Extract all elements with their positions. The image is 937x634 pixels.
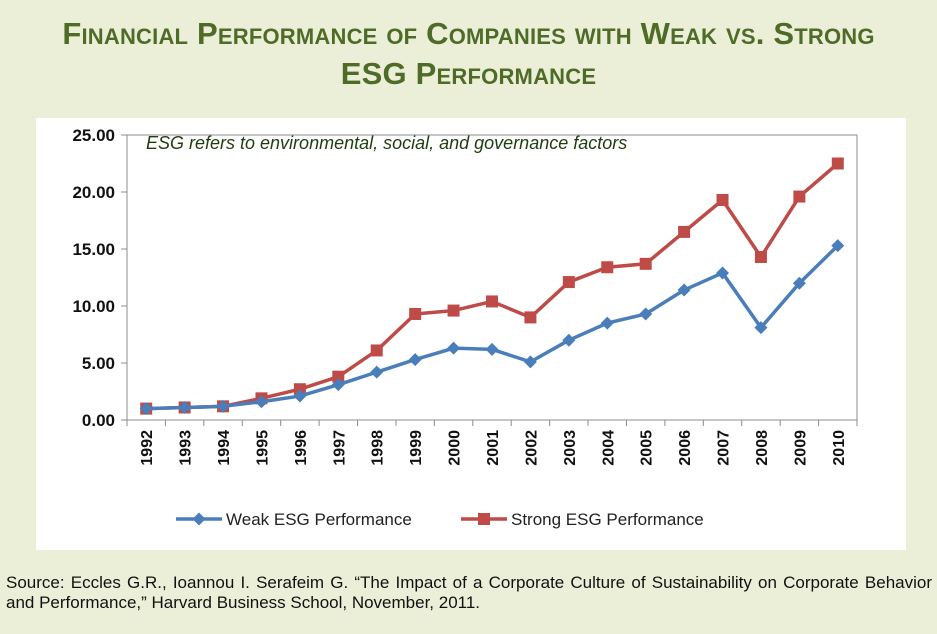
strong-data-point [447, 304, 460, 317]
weak-data-point [331, 378, 345, 392]
x-tick-label: 1992 [139, 430, 156, 466]
strong-data-point [486, 295, 498, 308]
strong-data-point [793, 190, 806, 203]
chart-title-line-2: ESG Performance [340, 56, 597, 91]
x-tick-label: 1998 [370, 430, 387, 466]
x-tick-label: 2000 [447, 430, 464, 466]
chart-annotation: ESG refers to environmental, social, and… [146, 133, 627, 153]
strong-data-point [524, 311, 537, 324]
strong-data-point [332, 370, 345, 383]
weak-data-point [447, 341, 461, 355]
weak-data-point [639, 307, 653, 321]
weak-data-point [600, 316, 614, 330]
weak-series-line [146, 244, 840, 411]
weak-data-point [216, 399, 230, 413]
y-tick-label: 25.00 [72, 126, 115, 145]
x-tick-label: 1994 [216, 430, 233, 466]
x-tick-label: 2002 [523, 430, 540, 466]
strong-data-point [409, 307, 422, 320]
x-tick-label: 2007 [716, 430, 733, 466]
strong-data-point [716, 193, 729, 206]
source-citation: Source: Eccles G.R., Ioannou I. Serafeim… [6, 573, 932, 612]
y-tick-label: 0.00 [82, 411, 115, 430]
strong-data-point [831, 157, 844, 170]
weak-data-point [485, 342, 499, 356]
x-tick-label: 1993 [178, 430, 195, 466]
line-chart: 0.00 5.00 10.00 15.00 20.00 25.00 1992 1993 1994… [72, 126, 858, 529]
chart-title-line-1: Financial Performance of Companies with … [62, 16, 875, 51]
chart-panel: 0.00 5.00 10.00 15.00 20.00 25.00 1992 1993 1994… [36, 118, 906, 550]
weak-data-point [293, 389, 307, 403]
weak-data-point [408, 353, 422, 367]
x-tick-label: 2009 [792, 430, 809, 466]
weak-data-point [562, 333, 576, 347]
y-tick-label: 15.00 [72, 240, 115, 259]
chart-title: Financial Performance of Companies with … [0, 14, 937, 94]
x-tick-label: 2001 [485, 430, 502, 466]
y-tick-label: 5.00 [82, 354, 115, 373]
x-tick-label: 2008 [754, 430, 771, 466]
weak-data-point [254, 395, 268, 409]
weak-data-point [139, 402, 153, 416]
strong-data-point [293, 383, 306, 396]
strong-data-point [370, 344, 383, 357]
weak-data-point [178, 400, 192, 414]
legend-weak-marker [192, 512, 206, 526]
weak-data-point [677, 283, 691, 297]
weak-data-point [523, 355, 537, 369]
y-tick-label: 10.00 [72, 297, 115, 316]
x-tick-label: 2004 [600, 430, 617, 466]
x-tick-label: 1997 [331, 430, 348, 466]
legend-weak-label: Weak ESG Performance [226, 510, 412, 529]
weak-data-point [716, 266, 730, 280]
legend-strong-label: Strong ESG Performance [511, 510, 704, 529]
strong-series-line [146, 162, 839, 411]
x-tick-label: 2010 [831, 430, 848, 466]
weak-data-point [754, 321, 768, 335]
x-tick-label: 1999 [408, 430, 425, 466]
strong-data-point [639, 257, 652, 270]
strong-data-point [678, 225, 691, 238]
strong-data-point [601, 261, 614, 274]
plot-area-border [126, 134, 858, 421]
weak-data-point [370, 365, 384, 379]
weak-data-point [792, 276, 806, 290]
x-tick-label: 1995 [254, 430, 271, 466]
y-tick-label: 20.00 [72, 183, 115, 202]
strong-data-point [562, 276, 575, 289]
x-tick-label: 1996 [293, 430, 310, 466]
legend-strong-marker [478, 513, 490, 525]
x-tick-label: 2003 [562, 430, 579, 466]
strong-data-point [754, 250, 767, 263]
weak-data-point [831, 239, 845, 253]
x-tick-label: 2005 [639, 430, 656, 466]
x-tick-label: 2006 [677, 430, 694, 466]
